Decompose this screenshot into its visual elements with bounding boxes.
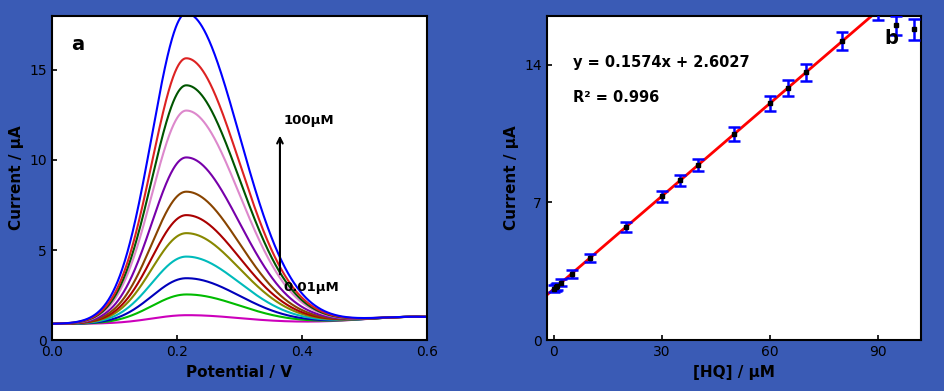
X-axis label: [HQ] / μM: [HQ] / μM [692, 364, 774, 380]
Text: 0.01μM: 0.01μM [283, 282, 339, 294]
X-axis label: Potential / V: Potential / V [186, 364, 292, 380]
Y-axis label: Current / μA: Current / μA [8, 126, 24, 230]
Y-axis label: Current / μA: Current / μA [503, 126, 518, 230]
Text: R² = 0.996: R² = 0.996 [572, 90, 658, 105]
Text: a: a [71, 35, 84, 54]
Text: b: b [883, 29, 897, 48]
Text: 100μM: 100μM [283, 114, 333, 127]
Text: y = 0.1574x + 2.6027: y = 0.1574x + 2.6027 [572, 55, 749, 70]
